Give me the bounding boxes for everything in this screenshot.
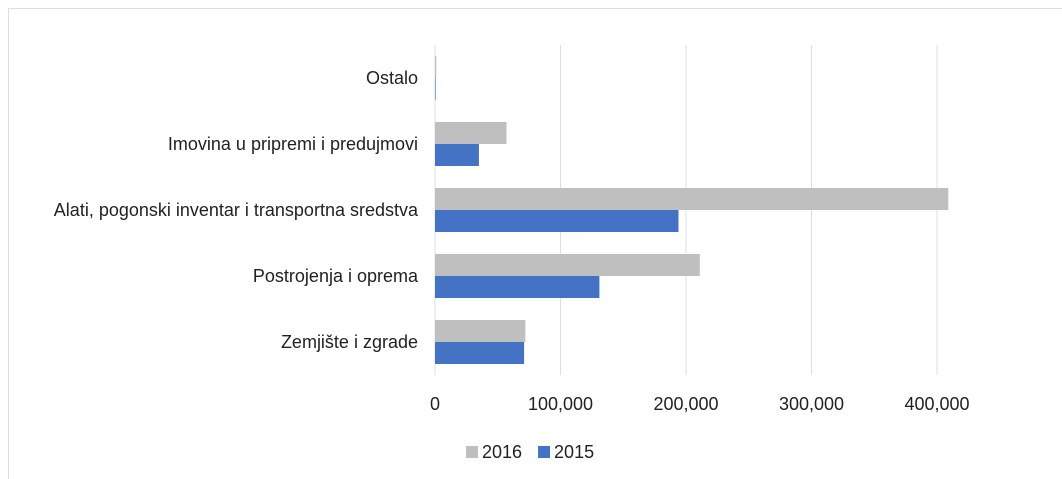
- x-tick-label: 200,000: [653, 394, 718, 414]
- x-tick-label: 0: [430, 394, 440, 414]
- bar: [435, 144, 479, 166]
- bar: [435, 188, 949, 210]
- category-label: Alati, pogonski inventar i transportna s…: [53, 200, 418, 220]
- bar: [435, 254, 700, 276]
- legend-swatch: [466, 446, 478, 458]
- category-label: Zemjište i zgrade: [280, 332, 418, 352]
- legend-swatch: [538, 446, 551, 458]
- legend-label: 2015: [554, 442, 594, 462]
- bar: [435, 78, 436, 100]
- bar: [435, 122, 507, 144]
- bar: [435, 342, 525, 364]
- category-label: Imovina u pripremi i predujmovi: [167, 134, 418, 154]
- x-tick-label: 100,000: [528, 394, 593, 414]
- bar: [435, 320, 526, 342]
- category-label: Postrojenja i oprema: [252, 266, 418, 286]
- legend-label: 2016: [482, 442, 522, 462]
- chart-frame: [8, 8, 1062, 479]
- x-tick-label: 300,000: [779, 394, 844, 414]
- bar: [435, 276, 600, 298]
- x-tick-label: 400,000: [904, 394, 969, 414]
- bar: [435, 56, 437, 78]
- bar: [435, 210, 679, 232]
- category-label: Ostalo: [365, 68, 418, 88]
